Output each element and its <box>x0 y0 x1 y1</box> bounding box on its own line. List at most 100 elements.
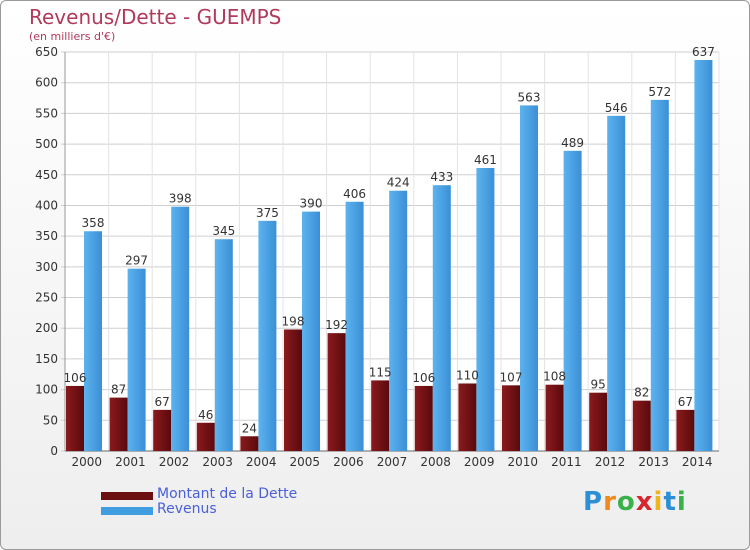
y-tick-label: 600 <box>35 76 58 90</box>
data-label-revenue: 546 <box>605 101 628 115</box>
bar-debt <box>676 409 695 451</box>
bar-revenue <box>389 190 408 451</box>
bar-debt <box>545 384 564 451</box>
y-tick-label: 450 <box>35 168 58 182</box>
data-label-revenue: 406 <box>343 187 366 201</box>
data-label-debt: 192 <box>325 318 348 332</box>
data-label-debt: 108 <box>543 370 566 384</box>
bar-revenue <box>171 206 190 451</box>
data-label-revenue: 398 <box>169 192 192 206</box>
bar-revenue <box>258 220 277 451</box>
data-label-debt: 67 <box>155 395 170 409</box>
data-label-debt: 87 <box>111 383 126 397</box>
bar-revenue <box>214 239 233 451</box>
chart-title: Revenus/Dette - GUEMPS <box>29 5 282 29</box>
data-label-revenue: 358 <box>82 216 105 230</box>
bar-debt <box>458 383 477 451</box>
bar-revenue <box>694 59 713 451</box>
data-label-debt: 67 <box>678 395 693 409</box>
x-tick-label: 2012 <box>595 455 626 469</box>
data-label-debt: 106 <box>412 371 435 385</box>
data-label-debt: 106 <box>64 371 87 385</box>
x-tick-label: 2002 <box>159 455 190 469</box>
x-tick-label: 2007 <box>377 455 408 469</box>
y-tick-label: 250 <box>35 291 58 305</box>
data-label-revenue: 461 <box>474 153 497 167</box>
bar-debt <box>589 392 608 451</box>
bar-revenue <box>127 268 146 451</box>
bar-debt <box>284 329 302 451</box>
bar-debt <box>109 397 128 451</box>
bar-revenue <box>302 211 320 451</box>
y-tick-label: 400 <box>35 198 58 212</box>
bar-debt <box>240 436 259 451</box>
bar-debt <box>371 380 390 451</box>
x-tick-label: 2014 <box>682 455 713 469</box>
data-label-debt: 198 <box>282 314 305 328</box>
bar-revenue <box>520 105 538 452</box>
y-tick-label: 50 <box>43 413 58 427</box>
x-tick-label: 2005 <box>290 455 321 469</box>
logo-letter: i <box>653 487 664 517</box>
chart-subtitle: (en milliers d'€) <box>29 30 116 43</box>
bar-debt <box>632 400 651 451</box>
x-tick-label: 2003 <box>202 455 233 469</box>
bar-revenue <box>563 150 582 451</box>
y-tick-label: 650 <box>35 45 58 59</box>
data-label-revenue: 563 <box>518 90 541 104</box>
logo-letter: P <box>583 487 604 517</box>
data-label-debt: 107 <box>500 370 523 384</box>
x-tick-label: 2008 <box>420 455 451 469</box>
bar-revenue <box>84 231 102 451</box>
x-tick-label: 2006 <box>333 455 364 469</box>
logo-letter: t <box>663 487 677 517</box>
bar-revenue <box>650 99 669 451</box>
y-tick-label: 350 <box>35 229 58 243</box>
bar-revenue <box>476 168 495 452</box>
data-label-revenue: 390 <box>300 197 323 211</box>
data-label-revenue: 637 <box>692 45 715 59</box>
legend-swatch-debt <box>101 492 153 500</box>
y-tick-label: 300 <box>35 260 58 274</box>
bar-debt <box>414 385 433 451</box>
logo-letter: i <box>676 487 687 517</box>
data-label-debt: 110 <box>456 368 479 382</box>
x-tick-label: 2004 <box>246 455 277 469</box>
bar-debt <box>66 385 84 451</box>
x-tick-label: 2011 <box>551 455 582 469</box>
y-tick-label: 200 <box>35 321 58 335</box>
y-tick-label: 150 <box>35 352 58 366</box>
x-tick-label: 2010 <box>508 455 539 469</box>
proxiti-logo: Proxiti <box>583 487 687 517</box>
legend-label-revenue: Revenus <box>157 501 217 517</box>
data-label-revenue: 345 <box>212 224 235 238</box>
data-label-debt: 115 <box>369 365 392 379</box>
data-label-revenue: 489 <box>561 136 584 150</box>
bar-debt <box>196 422 215 451</box>
logo-letter: r <box>603 487 617 517</box>
data-label-revenue: 433 <box>430 170 453 184</box>
logo-letter: x <box>635 487 654 517</box>
data-label-revenue: 424 <box>387 176 410 190</box>
y-tick-label: 0 <box>50 444 58 458</box>
x-tick-label: 2009 <box>464 455 495 469</box>
data-label-debt: 82 <box>634 386 649 400</box>
legend-label-debt: Montant de la Dette <box>157 486 298 502</box>
data-label-revenue: 297 <box>125 254 148 268</box>
legend-swatch-revenue <box>101 507 153 515</box>
bar-debt <box>327 333 346 451</box>
bar-revenue <box>607 115 626 451</box>
data-label-debt: 24 <box>242 421 257 435</box>
data-label-debt: 95 <box>591 378 606 392</box>
y-tick-label: 100 <box>35 383 58 397</box>
logo-letter: o <box>616 487 636 517</box>
bar-debt <box>502 385 520 451</box>
data-label-revenue: 375 <box>256 206 279 220</box>
data-label-debt: 46 <box>198 408 213 422</box>
bar-revenue <box>345 201 364 451</box>
x-tick-label: 2013 <box>638 455 669 469</box>
bar-debt <box>153 409 172 451</box>
y-tick-label: 500 <box>35 137 58 151</box>
